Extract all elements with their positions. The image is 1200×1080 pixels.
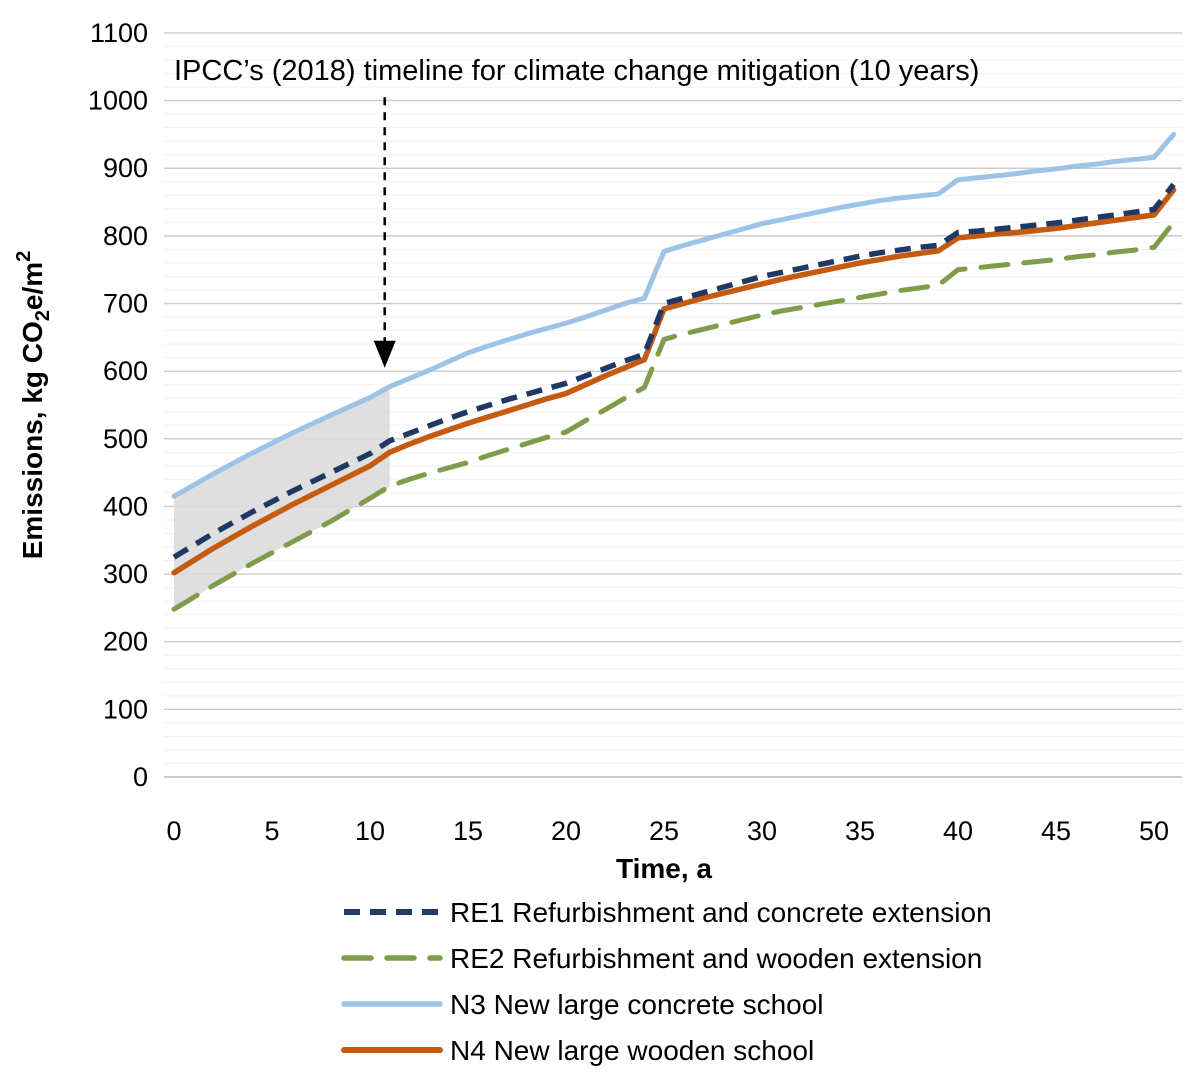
series-lines — [171, 131, 1177, 612]
y-tick-label: 600 — [103, 356, 148, 386]
arrow-down-icon — [373, 340, 396, 368]
series-line-RE2 — [171, 219, 1177, 612]
series-line-RE1 — [172, 182, 1176, 560]
x-tick-label: 15 — [453, 816, 483, 846]
legend-label-N4: N4 New large wooden school — [450, 1035, 814, 1066]
x-tick-label: 30 — [747, 816, 777, 846]
gridlines — [164, 32, 1182, 778]
annotation: IPCC’s (2018) timeline for climate chang… — [174, 55, 979, 368]
y-tick-label: 200 — [103, 627, 148, 657]
x-tick-label: 0 — [166, 816, 181, 846]
y-axis-tick-labels: 0 100 200 300 400 500 600 700 800 900 1000 1100 — [88, 18, 148, 792]
legend-label-RE2: RE2 Refurbishment and wooden extension — [450, 943, 982, 974]
y-axis-title: Emissions, kg CO2e/m2 — [13, 251, 54, 560]
series-line-N3 — [171, 131, 1177, 499]
y-tick-label: 400 — [103, 491, 148, 521]
ipcc-timeline-shaded-region — [174, 386, 390, 610]
y-tick-label: 1000 — [88, 86, 148, 116]
y-tick-label: 0 — [133, 762, 148, 792]
x-axis-title: Time, a — [616, 853, 712, 884]
legend-item-N3: N3 New large concrete school — [341, 989, 824, 1020]
legend-label-RE1: RE1 Refurbishment and concrete extension — [450, 897, 992, 928]
annotation-text: IPCC’s (2018) timeline for climate chang… — [174, 55, 979, 87]
y-tick-label: 300 — [103, 559, 148, 589]
y-tick-label: 500 — [103, 424, 148, 454]
legend-item-RE2: RE2 Refurbishment and wooden extension — [341, 943, 982, 974]
y-tick-label: 800 — [103, 221, 148, 251]
y-tick-label: 1100 — [90, 18, 148, 48]
x-axis-tick-labels: 0 5 10 15 20 25 30 35 40 45 50 — [166, 816, 1169, 846]
x-tick-label: 10 — [355, 816, 385, 846]
y-tick-label: 900 — [103, 153, 148, 183]
y-tick-label: 100 — [103, 694, 148, 724]
x-tick-label: 45 — [1041, 816, 1071, 846]
legend: RE1 Refurbishment and concrete extension… — [341, 897, 992, 1066]
legend-item-RE1: RE1 Refurbishment and concrete extension — [344, 897, 992, 928]
series-line-N4 — [171, 187, 1177, 576]
x-tick-label: 35 — [845, 816, 875, 846]
x-tick-label: 20 — [551, 816, 581, 846]
x-tick-label: 50 — [1139, 816, 1169, 846]
x-tick-label: 5 — [264, 816, 279, 846]
y-tick-label: 700 — [103, 289, 148, 319]
x-tick-label: 25 — [649, 816, 679, 846]
x-tick-label: 40 — [943, 816, 973, 846]
legend-item-N4: N4 New large wooden school — [341, 1035, 814, 1066]
legend-label-N3: N3 New large concrete school — [450, 989, 824, 1020]
